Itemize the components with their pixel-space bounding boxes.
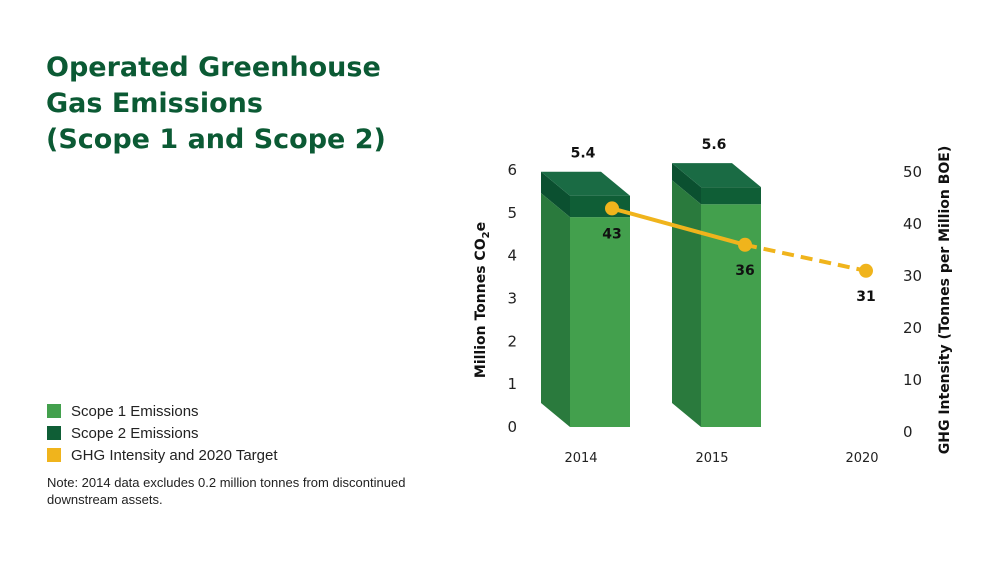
intensity-value-label: 36: [735, 263, 754, 279]
title-line-3: (Scope 1 and Scope 2): [46, 124, 386, 155]
bar-scope2: [701, 187, 761, 205]
y-tick-label: 4: [507, 247, 517, 265]
bar-scope1: [570, 217, 630, 427]
bar-total-label: 5.4: [571, 146, 596, 162]
bar-scope2-side: [541, 171, 570, 218]
legend-swatch-scope2: [47, 426, 61, 440]
bar-total-label: 5.6: [702, 137, 727, 153]
target-line-segment: [744, 242, 867, 273]
intensity-point: [859, 263, 873, 278]
footnote: Note: 2014 data excludes 0.2 million ton…: [47, 475, 406, 507]
y2-tick-label: 10: [903, 371, 922, 389]
legend-label-intensity: GHG Intensity and 2020 Target: [71, 446, 278, 464]
y2-axis-title: GHG Intensity (Tonnes per Million BOE): [937, 146, 953, 455]
y2-tick-label: 20: [903, 319, 922, 337]
legend-label-scope1: Scope 1 Emissions: [71, 402, 199, 420]
intensity-line-segment: [611, 206, 746, 247]
legend-swatch-intensity: [47, 448, 61, 462]
bar-scope1-side: [672, 180, 701, 427]
x-tick-label: 2014: [564, 451, 597, 466]
y-tick-label: 5: [507, 204, 517, 222]
legend-item-scope1: Scope 1 Emissions: [47, 400, 278, 422]
bar-scope1: [701, 204, 761, 427]
y-tick-label: 1: [507, 375, 517, 393]
legend-item-scope2: Scope 2 Emissions: [47, 422, 278, 444]
x-tick-label: 2015: [695, 451, 728, 466]
bar-scope2: [570, 195, 630, 218]
legend-label-scope2: Scope 2 Emissions: [71, 424, 199, 442]
title-line-1: Operated Greenhouse: [46, 52, 381, 83]
bar-top: [541, 171, 630, 196]
y2-tick-label: 30: [903, 267, 922, 285]
y-tick-label: 3: [507, 290, 517, 308]
chart-legend: Scope 1 Emissions Scope 2 Emissions GHG …: [47, 400, 278, 466]
legend-swatch-scope1: [47, 404, 61, 418]
y-tick-label: 2: [507, 332, 517, 350]
y2-tick-label: 40: [903, 215, 922, 233]
intensity-value-label: 43: [602, 226, 621, 242]
bar-scope1-side: [541, 193, 570, 427]
chart-title: Operated Greenhouse Gas Emissions (Scope…: [46, 50, 386, 158]
y2-tick-label: 0: [903, 423, 913, 441]
y2-tick-label: 50: [903, 163, 922, 181]
bar-top: [672, 163, 761, 188]
title-line-2: Gas Emissions: [46, 88, 263, 119]
y-tick-label: 0: [507, 418, 517, 436]
legend-item-intensity: GHG Intensity and 2020 Target: [47, 444, 278, 466]
intensity-point: [738, 237, 752, 252]
bar-scope2-side: [672, 163, 701, 205]
x-tick-label: 2020: [845, 451, 878, 466]
intensity-point: [605, 201, 619, 216]
y-axis-title: Million Tonnes CO2e: [473, 222, 492, 378]
intensity-value-label: 31: [856, 289, 875, 305]
y-tick-label: 6: [507, 161, 517, 179]
